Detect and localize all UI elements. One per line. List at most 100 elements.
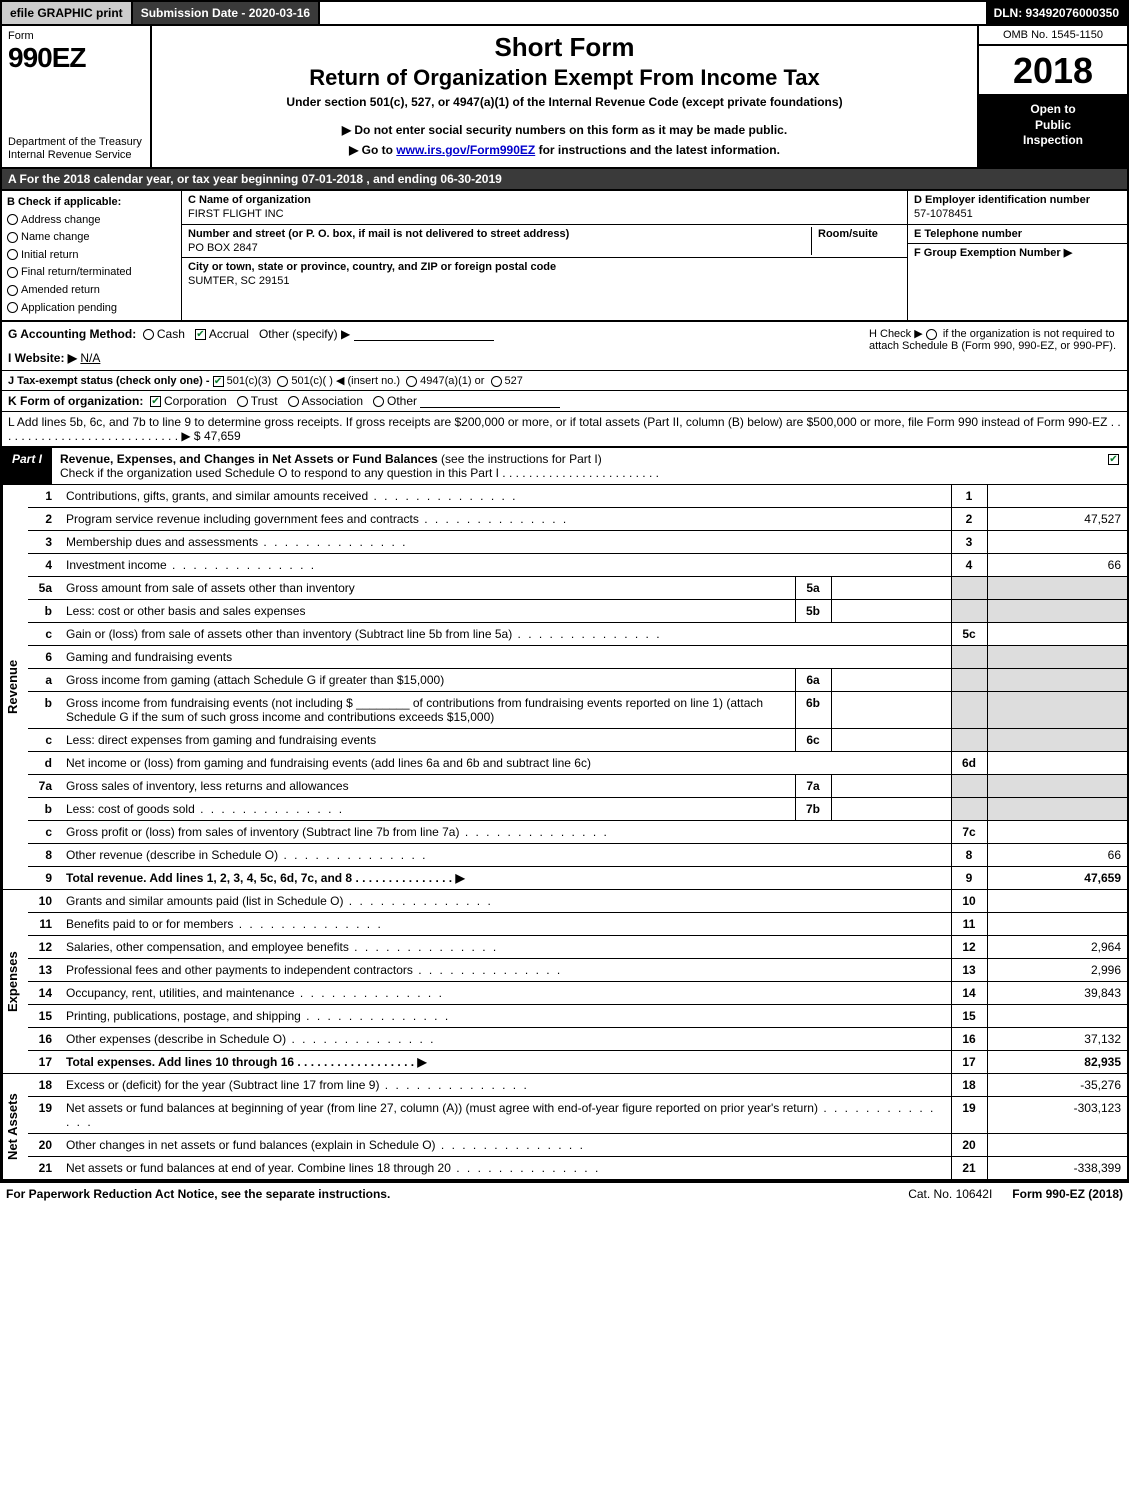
efile-print-label[interactable]: efile GRAPHIC print <box>2 2 131 24</box>
org-info-grid: B Check if applicable: Address change Na… <box>2 191 1127 322</box>
irs-link[interactable]: www.irs.gov/Form990EZ <box>396 143 535 157</box>
line-1-num: 1 <box>28 485 60 508</box>
j-527-radio[interactable] <box>491 376 502 387</box>
j-501c-radio[interactable] <box>277 376 288 387</box>
j-o4: 527 <box>505 375 523 387</box>
line-9: 9 Total revenue. Add lines 1, 2, 3, 4, 5… <box>28 867 1127 890</box>
line-20-desc: Other changes in net assets or fund bala… <box>60 1134 951 1157</box>
line-6b-midval <box>831 692 951 729</box>
omb-number: OMB No. 1545-1150 <box>977 26 1127 46</box>
form-title-block: Short Form Return of Organization Exempt… <box>152 26 977 167</box>
line-16-desc: Other expenses (describe in Schedule O) <box>60 1028 951 1051</box>
line-13-amt: 2,996 <box>987 959 1127 982</box>
line-21-box: 21 <box>951 1157 987 1180</box>
line-1: 1 Contributions, gifts, grants, and simi… <box>28 485 1127 508</box>
footer-left: For Paperwork Reduction Act Notice, see … <box>6 1187 888 1201</box>
tax-year: 2018 <box>977 46 1127 94</box>
line-18-box: 18 <box>951 1074 987 1097</box>
line-14-amt: 39,843 <box>987 982 1127 1005</box>
k-assoc-radio[interactable] <box>288 396 299 407</box>
line-4: 4 Investment income 4 66 <box>28 554 1127 577</box>
h-check[interactable] <box>926 329 937 340</box>
line-7a-mid: 7a <box>795 775 831 798</box>
check-initial-return[interactable]: Initial return <box>7 247 176 265</box>
line-5a: 5a Gross amount from sale of assets othe… <box>28 577 1127 600</box>
part1-title-block: Revenue, Expenses, and Changes in Net As… <box>52 448 1103 484</box>
line-6d-box: 6d <box>951 752 987 775</box>
line-2: 2 Program service revenue including gove… <box>28 508 1127 531</box>
dept-line1: Department of the Treasury <box>8 136 142 148</box>
g-cash-radio[interactable] <box>143 329 154 340</box>
g-accrual-check[interactable] <box>195 329 206 340</box>
g-other-input[interactable] <box>354 329 494 341</box>
part1-schedule-o-check[interactable] <box>1103 448 1127 484</box>
line-15: 15 Printing, publications, postage, and … <box>28 1005 1127 1028</box>
line-14-desc: Occupancy, rent, utilities, and maintena… <box>60 982 951 1005</box>
j-o1: 501(c)(3) <box>227 375 272 387</box>
line-2-desc: Program service revenue including govern… <box>60 508 951 531</box>
line-17-box: 17 <box>951 1051 987 1074</box>
form-meta-block: OMB No. 1545-1150 2018 Open to Public In… <box>977 26 1127 167</box>
k-other-input[interactable] <box>420 396 560 408</box>
short-form-label: Short Form <box>162 32 967 63</box>
line-6c-amt <box>987 729 1127 752</box>
line-4-num: 4 <box>28 554 60 577</box>
line-6b-mid: 6b <box>795 692 831 729</box>
check-final-return[interactable]: Final return/terminated <box>7 264 176 282</box>
footer-mid: Cat. No. 10642I <box>888 1187 1012 1201</box>
line-3: 3 Membership dues and assessments 3 <box>28 531 1127 554</box>
k-trust-radio[interactable] <box>237 396 248 407</box>
line-6d-num: d <box>28 752 60 775</box>
line-4-box: 4 <box>951 554 987 577</box>
form-container: Form 990EZ Department of the Treasury In… <box>0 26 1129 1181</box>
expenses-table: 10 Grants and similar amounts paid (list… <box>28 890 1127 1073</box>
line-5a-midval <box>831 577 951 600</box>
line-16: 16 Other expenses (describe in Schedule … <box>28 1028 1127 1051</box>
line-6c-box <box>951 729 987 752</box>
section-h: H Check ▶ if the organization is not req… <box>861 327 1121 365</box>
line-9-desc: Total revenue. Add lines 1, 2, 3, 4, 5c,… <box>60 867 951 890</box>
line-3-amt <box>987 531 1127 554</box>
ssn-warning: ▶ Do not enter social security numbers o… <box>162 123 967 137</box>
line-7a-amt <box>987 775 1127 798</box>
line-6a-mid: 6a <box>795 669 831 692</box>
line-1-amt <box>987 485 1127 508</box>
k-corp-check[interactable] <box>150 396 161 407</box>
check-address-change[interactable]: Address change <box>7 212 176 230</box>
line-13: 13 Professional fees and other payments … <box>28 959 1127 982</box>
j-label: J Tax-exempt status (check only one) - <box>8 375 213 387</box>
check-name-change[interactable]: Name change <box>7 229 176 247</box>
check-app-pending[interactable]: Application pending <box>7 300 176 318</box>
line-5a-mid: 5a <box>795 577 831 600</box>
line-19-desc: Net assets or fund balances at beginning… <box>60 1097 951 1134</box>
line-12-num: 12 <box>28 936 60 959</box>
line-20-box: 20 <box>951 1134 987 1157</box>
line-3-box: 3 <box>951 531 987 554</box>
box-f-label: F Group Exemption Number ▶ <box>914 247 1072 259</box>
check-amended[interactable]: Amended return <box>7 282 176 300</box>
submission-date-label: Submission Date - 2020-03-16 <box>131 2 320 24</box>
line-6b-num: b <box>28 692 60 729</box>
j-501c3-check[interactable] <box>213 376 224 387</box>
line-7b-desc: Less: cost of goods sold <box>60 798 795 821</box>
line-5b: b Less: cost or other basis and sales ex… <box>28 600 1127 623</box>
line-6c-desc: Less: direct expenses from gaming and fu… <box>60 729 795 752</box>
box-d-label: D Employer identification number <box>914 194 1090 206</box>
line-7c-desc: Gross profit or (loss) from sales of inv… <box>60 821 951 844</box>
g-accrual-label: Accrual <box>209 327 249 341</box>
i-label: I Website: ▶ <box>8 351 77 365</box>
k-o1: Corporation <box>164 394 227 408</box>
line-17-num: 17 <box>28 1051 60 1074</box>
line-6c-midval <box>831 729 951 752</box>
part1-title: Revenue, Expenses, and Changes in Net As… <box>60 452 438 466</box>
line-6a-desc: Gross income from gaming (attach Schedul… <box>60 669 795 692</box>
instructions-link-line: ▶ Go to www.irs.gov/Form990EZ for instru… <box>162 143 967 157</box>
k-other-radio[interactable] <box>373 396 384 407</box>
footer-right: Form 990-EZ (2018) <box>1012 1187 1123 1201</box>
g-label: G Accounting Method: <box>8 327 136 341</box>
room-suite-label: Room/suite <box>818 228 878 240</box>
line-5b-box <box>951 600 987 623</box>
j-4947-radio[interactable] <box>406 376 417 387</box>
line-17-desc: Total expenses. Add lines 10 through 16 … <box>60 1051 951 1074</box>
part1-header: Part I Revenue, Expenses, and Changes in… <box>2 446 1127 485</box>
